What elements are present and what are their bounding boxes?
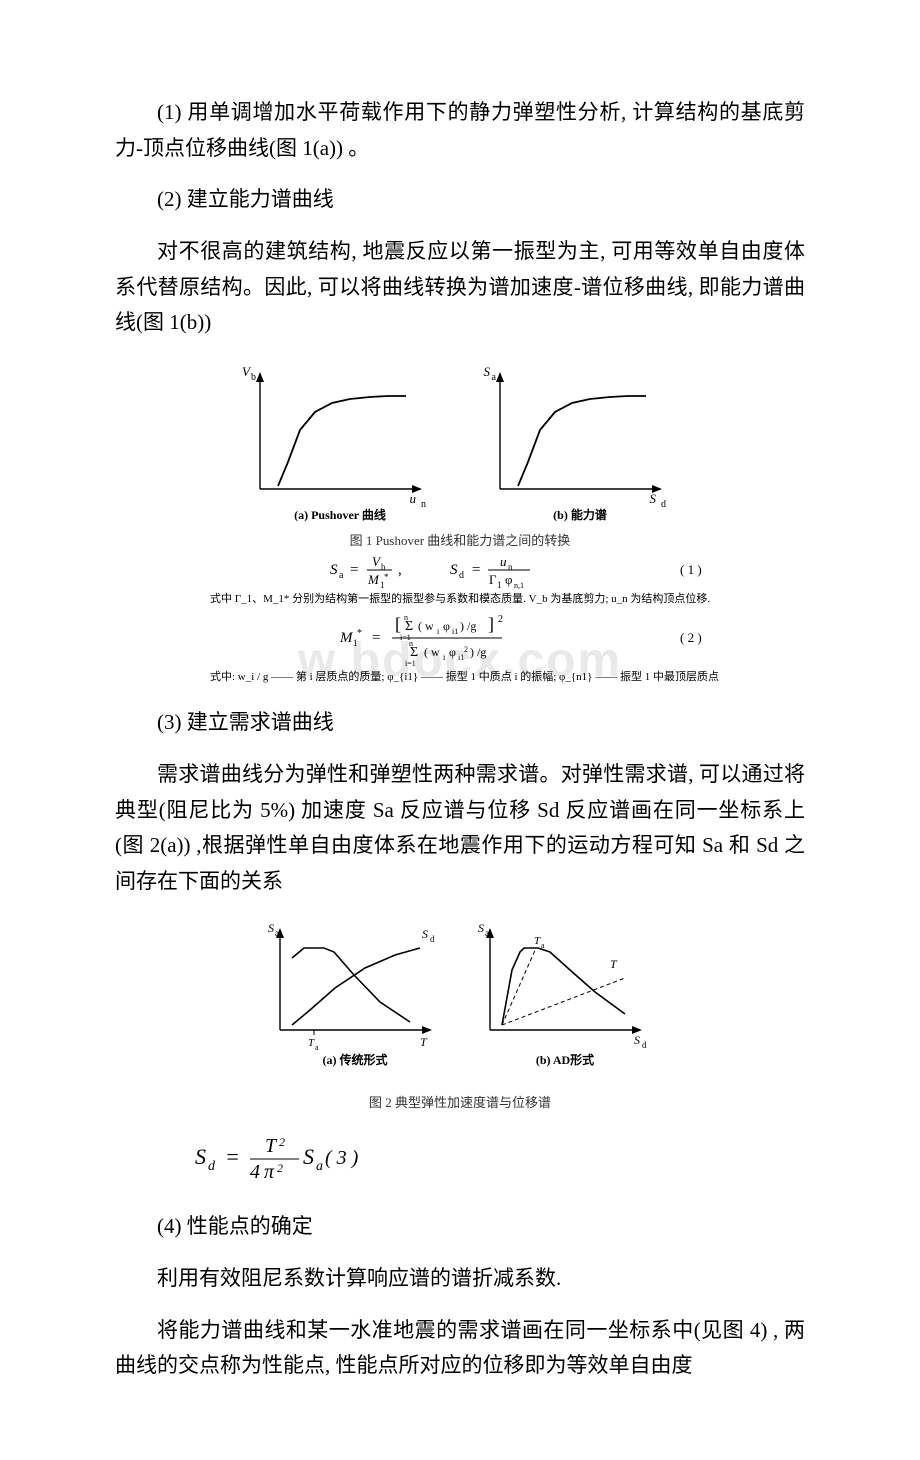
svg-text:n: n xyxy=(421,499,426,510)
svg-text:i: i xyxy=(443,653,446,662)
svg-text:S: S xyxy=(303,1144,314,1169)
svg-text:a: a xyxy=(485,928,489,938)
svg-text:n: n xyxy=(409,639,413,648)
svg-text:=: = xyxy=(225,1144,240,1169)
svg-text:S: S xyxy=(450,562,458,578)
svg-text:S: S xyxy=(422,927,428,941)
svg-text:2: 2 xyxy=(498,614,503,625)
svg-text:( 2 ): ( 2 ) xyxy=(680,630,702,645)
paragraph-3: 对不很高的建筑结构, 地震反应以第一振型为主, 可用等效单自由度体系代替原结构。… xyxy=(115,234,805,341)
svg-text:=: = xyxy=(350,562,358,578)
svg-text:2: 2 xyxy=(277,1161,283,1175)
svg-text:) /g: ) /g xyxy=(460,619,476,633)
svg-text:T: T xyxy=(265,1135,278,1157)
paragraph-7: 利用有效阻尼系数计算响应谱的谱折减系数. xyxy=(115,1261,805,1297)
paragraph-5: 需求谱曲线分为弹性和弹塑性两种需求谱。对弹性需求谱, 可以通过将典型(阻尼比为 … xyxy=(115,757,805,900)
svg-text:a: a xyxy=(315,1043,319,1052)
svg-text:S: S xyxy=(478,921,484,935)
svg-text:π: π xyxy=(264,1161,275,1183)
svg-text:[: [ xyxy=(395,614,401,634)
svg-text:(a) Pushover 曲线: (a) Pushover 曲线 xyxy=(294,507,386,522)
figure-1-caption: 图 1 Pushover 曲线和能力谱之间的转换 xyxy=(115,530,805,552)
svg-text:=: = xyxy=(472,562,480,578)
svg-text:T: T xyxy=(610,957,618,971)
svg-text:d: d xyxy=(430,934,435,944)
paragraph-1: (1) 用单调增加水平荷载作用下的静力弹塑性分析, 计算结构的基底剪力-顶点位移… xyxy=(115,95,805,166)
svg-text:=: = xyxy=(372,630,380,646)
svg-text:a: a xyxy=(275,928,279,938)
svg-text:a: a xyxy=(339,570,344,581)
svg-text:a: a xyxy=(541,941,545,950)
svg-text:S: S xyxy=(195,1144,206,1169)
svg-text:u: u xyxy=(410,491,417,506)
svg-text:) /g: ) /g xyxy=(470,645,486,659)
svg-text:S: S xyxy=(634,1033,640,1047)
svg-text:b: b xyxy=(381,562,386,572)
figure-1-equations: Sa=VbM1*,Sd=unΓ1φn,1( 1 )式中 Γ_1、M_1* 分别为… xyxy=(200,552,720,687)
equation-3: S d = T 2 4 π 2 S a ( 3 ) xyxy=(115,1132,805,1197)
svg-text:式中: w_i / g —— 第 i 层质点的质量; φ_{: 式中: w_i / g —— 第 i 层质点的质量; φ_{i1} —— 振型 … xyxy=(210,669,720,683)
svg-text:i1: i1 xyxy=(458,653,464,662)
svg-text:1: 1 xyxy=(497,580,502,590)
svg-text:式中 Γ_1、M_1* 分别为结构第一振型的振型参与系数和模: 式中 Γ_1、M_1* 分别为结构第一振型的振型参与系数和模态质量. V_b 为… xyxy=(210,591,710,605)
svg-text:Γ: Γ xyxy=(489,572,497,587)
svg-text:φ: φ xyxy=(449,645,456,659)
svg-text:a: a xyxy=(492,372,497,383)
svg-text:T: T xyxy=(420,1035,428,1049)
svg-text:*: * xyxy=(357,628,362,639)
svg-text:i: i xyxy=(437,627,440,636)
equation-3-svg: S d = T 2 4 π 2 S a ( 3 ) xyxy=(195,1132,415,1186)
svg-text:S: S xyxy=(484,364,491,379)
svg-text:M: M xyxy=(367,572,380,587)
svg-text:φ: φ xyxy=(505,572,513,587)
figure-2: SaSdTaT(a) 传统形式SaTaTSd(b) AD形式 图 2 典型弹性加… xyxy=(115,918,805,1114)
paragraph-2: (2) 建立能力谱曲线 xyxy=(115,182,805,218)
svg-text:S: S xyxy=(330,562,338,578)
svg-text:(b) 能力谱: (b) 能力谱 xyxy=(553,507,607,522)
svg-text:,: , xyxy=(398,562,402,578)
svg-text:i1: i1 xyxy=(452,627,458,636)
svg-text:(a) 传统形式: (a) 传统形式 xyxy=(323,1052,388,1067)
svg-text:*: * xyxy=(384,572,389,582)
svg-text:( 3 ): ( 3 ) xyxy=(325,1147,359,1169)
svg-text:d: d xyxy=(642,1040,647,1050)
svg-text:( w: ( w xyxy=(424,645,440,659)
svg-text:n,1: n,1 xyxy=(514,581,524,590)
svg-text:2: 2 xyxy=(464,645,468,654)
svg-text:n: n xyxy=(508,562,513,572)
svg-text:4: 4 xyxy=(250,1161,260,1183)
svg-text:M: M xyxy=(339,630,354,646)
svg-text:2: 2 xyxy=(279,1135,285,1149)
svg-text:( w: ( w xyxy=(418,619,434,633)
figure-1-svg: Vbun(a) Pushover 曲线SaSd(b) 能力谱 xyxy=(200,359,720,524)
svg-text:S: S xyxy=(268,921,274,935)
svg-text:(b) AD形式: (b) AD形式 xyxy=(536,1052,594,1067)
svg-text:d: d xyxy=(661,499,666,510)
svg-text:b: b xyxy=(251,372,256,383)
figure-2-svg: SaSdTaT(a) 传统形式SaTaTSd(b) AD形式 xyxy=(250,918,670,1078)
svg-text:φ: φ xyxy=(443,619,450,633)
svg-text:( 1 ): ( 1 ) xyxy=(680,562,702,577)
paragraph-8: 将能力谱曲线和某一水准地震的需求谱画在同一坐标系中(见图 4) , 两曲线的交点… xyxy=(115,1313,805,1384)
svg-text:u: u xyxy=(500,554,507,569)
svg-text:n: n xyxy=(404,613,408,622)
svg-text:a: a xyxy=(316,1159,323,1174)
svg-text:S: S xyxy=(650,491,657,506)
figure-2-caption: 图 2 典型弹性加速度谱与位移谱 xyxy=(115,1092,805,1114)
paragraph-4: (3) 建立需求谱曲线 xyxy=(115,705,805,741)
svg-text:T: T xyxy=(534,935,541,947)
svg-text:d: d xyxy=(208,1159,216,1174)
paragraph-6: (4) 性能点的确定 xyxy=(115,1209,805,1245)
svg-text:1: 1 xyxy=(353,638,358,648)
svg-text:d: d xyxy=(459,570,464,581)
figure-1: Vbun(a) Pushover 曲线SaSd(b) 能力谱 图 1 Pusho… xyxy=(115,359,805,687)
svg-text:]: ] xyxy=(488,614,494,634)
svg-text:T: T xyxy=(308,1037,315,1049)
svg-text:i=1: i=1 xyxy=(405,659,416,668)
